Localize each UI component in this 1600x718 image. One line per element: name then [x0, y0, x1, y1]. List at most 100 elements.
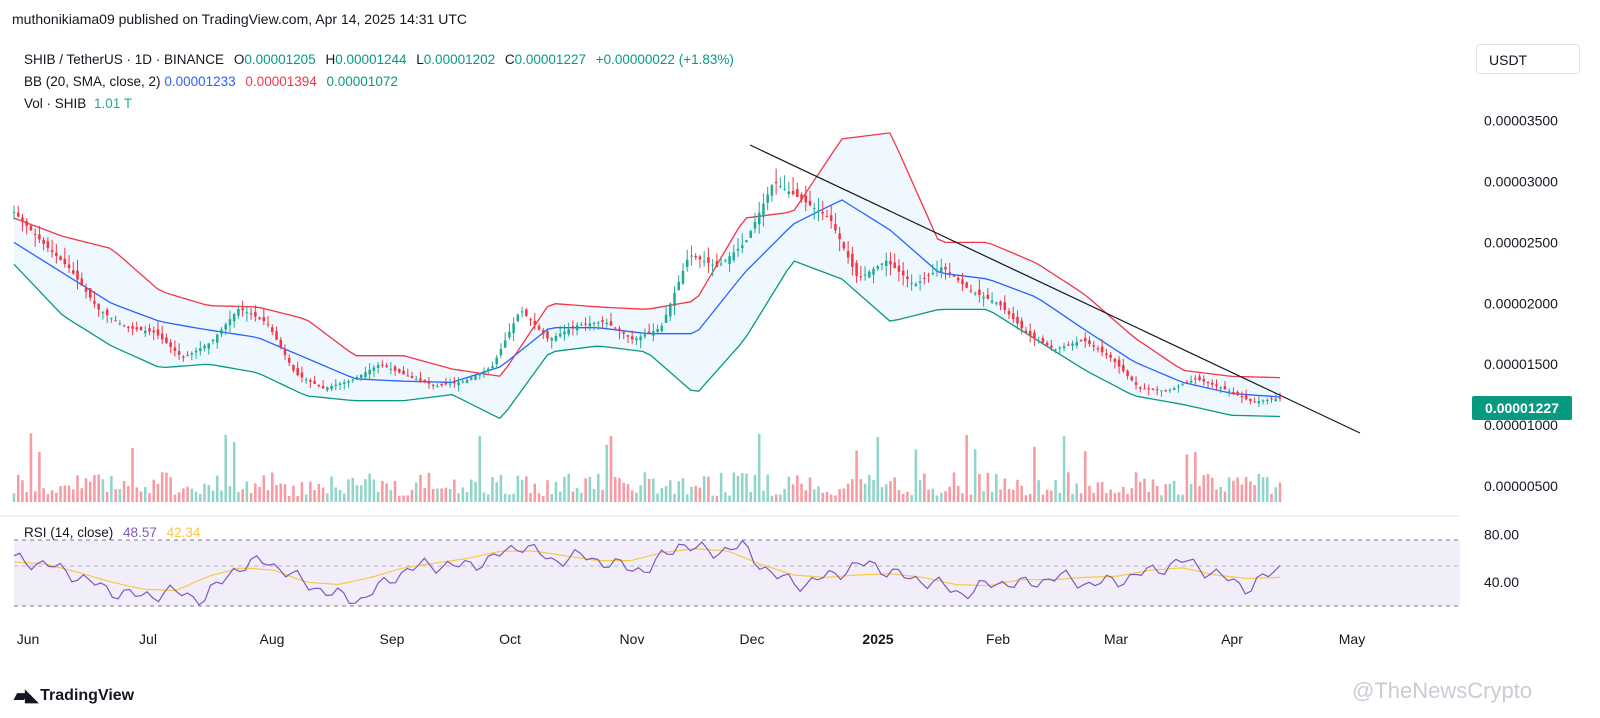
candle-body	[647, 331, 651, 333]
candle-body	[203, 345, 206, 349]
candle-body	[986, 294, 990, 299]
volume-bar	[279, 483, 283, 502]
bb-label[interactable]: BB (20, SMA, close, 2)	[24, 74, 161, 89]
candle-body	[287, 357, 291, 363]
candle-body	[1024, 330, 1028, 333]
candle-body	[520, 311, 524, 313]
candle-body	[330, 386, 333, 390]
candle-body	[1045, 342, 1049, 346]
volume-bar	[1160, 495, 1163, 502]
volume-bar	[787, 476, 791, 502]
volume-bar	[110, 476, 113, 502]
candle-body	[97, 303, 100, 310]
volume-bar	[436, 488, 439, 502]
volume-bar	[762, 490, 765, 502]
candle-body	[872, 268, 875, 275]
volume-bar	[304, 494, 308, 502]
candle-body	[491, 366, 494, 368]
volume-bar	[516, 475, 520, 502]
candle-body	[88, 288, 92, 298]
volume-bar	[961, 493, 964, 502]
volume-bar	[398, 495, 401, 502]
volume-bar	[1147, 491, 1151, 502]
candle-body	[1139, 387, 1142, 389]
volume-bar	[829, 494, 833, 502]
candle-body	[906, 276, 909, 280]
volume-bar	[660, 488, 664, 502]
volume-bar	[868, 474, 871, 502]
symbol-title[interactable]: SHIB / TetherUS · 1D · BINANCE	[24, 52, 225, 67]
tv-logo-icon: ▰◣	[14, 686, 38, 705]
candle-body	[868, 271, 871, 278]
candle-body	[292, 365, 295, 371]
bb-lower-line	[13, 260, 1281, 420]
candle-body	[940, 267, 943, 272]
candle-body	[829, 215, 833, 221]
candle-body	[1181, 384, 1184, 386]
candle-body	[364, 372, 367, 378]
volume-bar	[1028, 493, 1032, 502]
candle-body	[1261, 400, 1265, 402]
candle-body	[863, 274, 867, 276]
bb-basis-value: 0.00001233	[164, 74, 236, 89]
volume-bar	[313, 490, 316, 502]
candle-body	[1020, 320, 1023, 329]
candle-body	[355, 376, 359, 380]
candle-body	[46, 241, 50, 248]
volume-bar	[419, 474, 422, 502]
trend-line[interactable]	[749, 144, 1361, 434]
volume-bar	[715, 495, 719, 502]
volume-bar	[948, 486, 952, 502]
time-tick-label: Jul	[139, 631, 157, 647]
candle-body	[613, 327, 617, 329]
candle-body	[486, 368, 490, 371]
volume-bar	[1092, 492, 1095, 502]
volume-bar	[766, 474, 769, 502]
rsi-label[interactable]: RSI (14, close)	[24, 525, 114, 540]
candle-body	[1134, 382, 1138, 385]
volume-bar	[529, 493, 532, 502]
volume-bar	[563, 476, 566, 502]
volume-bar	[444, 487, 448, 502]
low-value: 0.00001202	[423, 52, 496, 67]
currency-selector[interactable]: USDT	[1476, 44, 1580, 74]
close-value: 0.00001227	[514, 52, 586, 67]
volume-bar	[1024, 495, 1028, 502]
volume-bar	[728, 495, 731, 502]
candle-body	[304, 379, 308, 381]
candle-body	[42, 239, 45, 244]
candle-body	[254, 312, 257, 317]
candle-body	[419, 378, 422, 381]
candle-body	[842, 242, 846, 249]
volume-bar	[808, 477, 812, 502]
candle-body	[440, 383, 443, 386]
candle-body	[626, 335, 630, 337]
candle-body	[1130, 376, 1134, 381]
price-axis[interactable]: 0.00003500 0.00003000 0.00002500 0.00002000…	[1484, 113, 1558, 494]
candle-body	[973, 293, 977, 295]
volume-bar	[652, 478, 655, 502]
candle-body	[1050, 345, 1053, 348]
volume-bar	[1261, 477, 1265, 502]
rsi-ma-line	[13, 548, 1281, 592]
candle-body	[1100, 346, 1104, 353]
candle-body	[618, 328, 621, 332]
volume-bar	[1215, 489, 1218, 502]
vol-label[interactable]: Vol · SHIB	[24, 96, 87, 111]
bollinger-bands	[13, 132, 1281, 420]
candle-body	[262, 317, 266, 322]
candle-body	[588, 323, 592, 327]
candle-body	[605, 322, 609, 325]
candle-body	[427, 380, 431, 384]
candle-body	[122, 325, 126, 327]
candle-body	[956, 277, 960, 281]
last-price-bg	[1472, 396, 1572, 420]
volume-bar	[131, 447, 134, 502]
tradingview-logo[interactable]: ▰◣ TradingView	[14, 686, 134, 706]
volume-bar	[275, 484, 278, 502]
candle-body	[165, 337, 168, 344]
time-axis[interactable]: Jun Jul Aug Sep Oct Nov Dec 2025 Feb Mar Apr May	[17, 631, 1366, 647]
candle-body	[715, 261, 719, 267]
rsi-pane	[13, 539, 1460, 607]
